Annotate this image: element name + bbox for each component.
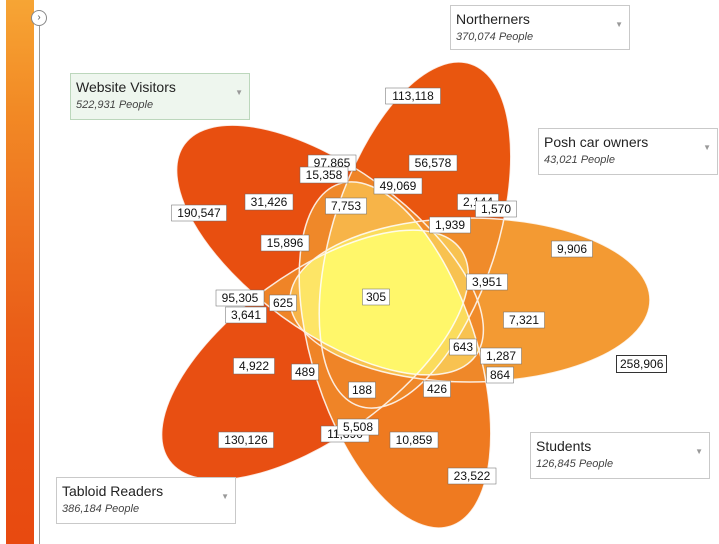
set-card-northerners[interactable]: Northerners 370,074 People ▼ xyxy=(450,5,630,50)
heat-scale xyxy=(6,0,34,544)
region-count-label: 113,118 xyxy=(385,87,441,105)
region-count-label: 7,321 xyxy=(503,311,545,329)
svg-text:95,305: 95,305 xyxy=(222,291,259,305)
set-count: 386,184 People xyxy=(62,503,140,515)
set-count: 370,074 People xyxy=(456,31,534,43)
svg-text:15,358: 15,358 xyxy=(306,168,343,182)
region-count-label: 426 xyxy=(423,380,451,398)
dropdown-caret-icon[interactable]: ▼ xyxy=(703,143,711,152)
svg-text:49,069: 49,069 xyxy=(380,179,417,193)
svg-text:426: 426 xyxy=(427,382,447,396)
svg-text:31,426: 31,426 xyxy=(251,195,288,209)
set-name: Northerners xyxy=(456,11,530,27)
outside-count-label: 258,906 xyxy=(616,355,668,373)
dropdown-caret-icon[interactable]: ▼ xyxy=(235,88,243,97)
region-count-label: 49,069 xyxy=(373,177,423,195)
set-card-tabloid-readers[interactable]: Tabloid Readers 386,184 People ▼ xyxy=(56,477,236,524)
region-count-label: 1,570 xyxy=(475,200,517,218)
svg-text:4,922: 4,922 xyxy=(239,359,269,373)
region-count-label: 4,922 xyxy=(233,357,275,375)
svg-text:489: 489 xyxy=(295,365,315,379)
region-count-label: 5,508 xyxy=(337,418,379,436)
set-card-students[interactable]: Students 126,845 People ▼ xyxy=(530,432,710,479)
svg-text:1,570: 1,570 xyxy=(481,202,511,216)
svg-text:864: 864 xyxy=(490,368,510,382)
set-name: Students xyxy=(536,438,592,454)
dropdown-caret-icon[interactable]: ▼ xyxy=(695,447,703,456)
region-labels: 113,118 97,865 56,578 15,358 49,069 190,547 31… xyxy=(171,87,593,485)
dropdown-caret-icon[interactable]: ▼ xyxy=(221,492,229,501)
region-count-label: 23,522 xyxy=(447,467,497,485)
region-count-label: 188 xyxy=(348,381,376,399)
set-name: Website Visitors xyxy=(76,79,176,95)
svg-text:15,896: 15,896 xyxy=(267,236,304,250)
sidebar-divider xyxy=(39,26,40,544)
svg-text:5,508: 5,508 xyxy=(343,420,373,434)
region-count-label: 56,578 xyxy=(408,154,458,172)
svg-text:188: 188 xyxy=(352,383,372,397)
svg-text:7,321: 7,321 xyxy=(509,313,539,327)
svg-text:97,865: 97,865 xyxy=(314,156,351,170)
region-count-label: 9,906 xyxy=(551,240,593,258)
svg-text:3,951: 3,951 xyxy=(472,275,502,289)
region-count-label: 489 xyxy=(291,363,319,381)
svg-text:130,126: 130,126 xyxy=(224,433,268,447)
region-count-label: 15,896 xyxy=(260,234,310,252)
region-count-label: 643 xyxy=(449,338,477,356)
svg-text:23,522: 23,522 xyxy=(454,469,491,483)
set-card-posh-car-owners[interactable]: Posh car owners 43,021 People ▼ xyxy=(538,128,718,175)
svg-text:625: 625 xyxy=(273,296,293,310)
svg-text:113,118: 113,118 xyxy=(392,89,434,103)
region-count-label: 3,641 xyxy=(225,306,267,324)
region-count-label: 3,951 xyxy=(466,273,508,291)
region-count-label: 625 xyxy=(269,294,297,312)
svg-text:1,287: 1,287 xyxy=(486,349,516,363)
dropdown-caret-icon[interactable]: ▼ xyxy=(615,20,623,29)
sidebar: › xyxy=(0,0,47,544)
set-name: Posh car owners xyxy=(544,134,649,150)
region-count-label: 31,426 xyxy=(244,193,294,211)
region-count-label: 15,358 xyxy=(299,166,349,184)
chevron-right-icon[interactable]: › xyxy=(31,10,47,26)
region-count-label: 130,126 xyxy=(218,431,274,449)
svg-text:305: 305 xyxy=(366,290,386,304)
region-count-label: 1,287 xyxy=(480,347,522,365)
svg-text:9,906: 9,906 xyxy=(557,242,587,256)
region-count-label: 305 xyxy=(362,288,390,306)
svg-text:1,939: 1,939 xyxy=(435,218,465,232)
svg-text:10,859: 10,859 xyxy=(396,433,433,447)
set-count: 43,021 People xyxy=(544,154,615,166)
svg-text:7,753: 7,753 xyxy=(331,199,361,213)
set-count: 126,845 People xyxy=(536,458,614,470)
svg-text:3,641: 3,641 xyxy=(231,308,261,322)
svg-text:56,578: 56,578 xyxy=(415,156,452,170)
region-count-label: 10,859 xyxy=(389,431,439,449)
set-name: Tabloid Readers xyxy=(62,483,164,499)
region-count-label: 95,305 xyxy=(215,289,265,307)
region-count-label: 7,753 xyxy=(325,197,367,215)
region-count-label: 864 xyxy=(486,366,514,384)
svg-text:643: 643 xyxy=(453,340,473,354)
region-count-label: 1,939 xyxy=(429,216,471,234)
set-card-website-visitors[interactable]: Website Visitors 522,931 People ▼ xyxy=(70,73,250,120)
svg-text:190,547: 190,547 xyxy=(177,206,221,220)
set-count: 522,931 People xyxy=(76,99,154,111)
region-count-label: 190,547 xyxy=(171,204,227,222)
